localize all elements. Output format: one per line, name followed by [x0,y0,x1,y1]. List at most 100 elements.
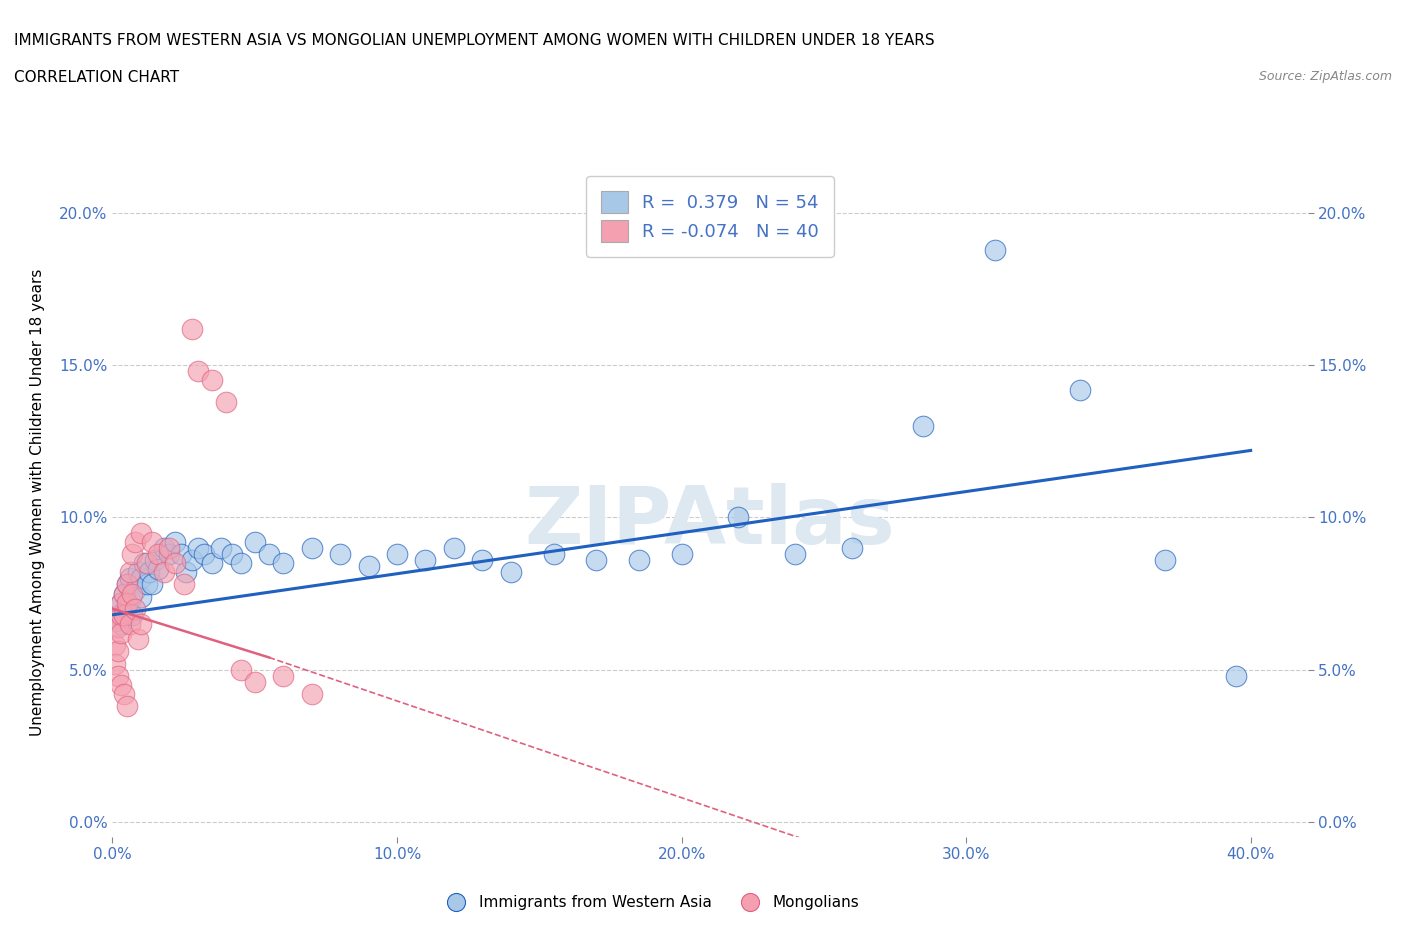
Point [112,586,135,601]
Point [301,540,323,555]
Point [107,607,129,622]
Point [121,586,143,601]
Point [1154,552,1177,567]
Point [104,638,127,653]
Point [187,540,209,555]
Point [127,565,149,579]
Point [110,626,132,641]
Point [115,602,138,617]
Point [585,552,607,567]
Point [124,602,146,617]
Point [221,547,243,562]
Point [112,686,135,701]
Point [229,662,252,677]
Point [187,364,209,379]
Point [115,595,138,610]
Point [138,565,160,579]
Point [157,540,180,555]
Point [841,540,863,555]
Point [627,552,650,567]
Point [301,686,323,701]
Point [243,535,266,550]
Point [146,562,169,577]
Point [121,547,143,562]
Point [157,547,180,562]
Point [132,555,155,570]
Point [329,547,352,562]
Point [124,535,146,550]
Point [104,656,127,671]
Point [271,555,294,570]
Point [110,607,132,622]
Text: ZIPAtlas: ZIPAtlas [524,484,896,562]
Point [115,577,138,591]
Point [671,547,693,562]
Point [165,535,187,550]
Point [129,571,152,586]
Point [115,698,138,713]
Point [127,631,149,646]
Point [110,677,132,692]
Point [135,555,157,570]
Point [193,547,215,562]
Point [110,595,132,610]
Point [181,321,204,336]
Point [112,586,135,601]
Point [110,595,132,610]
Point [727,510,749,525]
Point [176,565,198,579]
Point [443,540,465,555]
Text: CORRELATION CHART: CORRELATION CHART [14,70,179,85]
Point [146,547,169,562]
Point [104,614,127,629]
Point [1225,669,1247,684]
Point [215,394,238,409]
Y-axis label: Unemployment Among Women with Children Under 18 years: Unemployment Among Women with Children U… [31,269,45,736]
Point [209,540,232,555]
Point [107,669,129,684]
Point [129,589,152,604]
Point [141,535,163,550]
Point [357,559,380,574]
Point [121,607,143,622]
Point [471,552,494,567]
Point [107,619,129,634]
Text: Source: ZipAtlas.com: Source: ZipAtlas.com [1258,70,1392,83]
Point [1069,382,1091,397]
Text: IMMIGRANTS FROM WESTERN ASIA VS MONGOLIAN UNEMPLOYMENT AMONG WOMEN WITH CHILDREN: IMMIGRANTS FROM WESTERN ASIA VS MONGOLIA… [14,33,935,47]
Legend: Immigrants from Western Asia, Mongolians: Immigrants from Western Asia, Mongolians [434,889,866,916]
Point [271,669,294,684]
Point [912,418,935,433]
Point [135,577,157,591]
Point [173,577,195,591]
Point [112,607,135,622]
Point [415,552,437,567]
Point [124,583,146,598]
Point [257,547,280,562]
Point [165,555,187,570]
Point [118,592,141,607]
Point [141,577,163,591]
Point [118,617,141,631]
Point [385,547,408,562]
Point [243,674,266,689]
Point [110,617,132,631]
Point [201,555,224,570]
Point [152,540,174,555]
Point [543,547,565,562]
Point [118,571,141,586]
Point [170,547,193,562]
Point [129,525,152,540]
Point [129,617,152,631]
Point [983,242,1005,257]
Point [143,552,166,567]
Point [115,577,138,591]
Point [118,565,141,579]
Point [152,565,174,579]
Point [229,555,252,570]
Point [499,565,522,579]
Point [785,547,807,562]
Point [181,552,204,567]
Point [201,373,224,388]
Point [107,644,129,658]
